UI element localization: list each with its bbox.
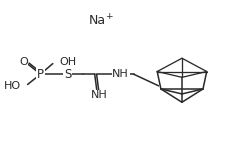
Text: O: O <box>19 57 28 67</box>
Text: OH: OH <box>60 57 77 67</box>
Text: NH: NH <box>91 90 107 100</box>
Text: HO: HO <box>3 81 21 91</box>
Text: NH: NH <box>112 69 129 79</box>
Text: S: S <box>64 68 71 81</box>
Text: Na: Na <box>88 14 106 27</box>
Text: P: P <box>37 68 44 81</box>
Text: +: + <box>105 12 113 21</box>
